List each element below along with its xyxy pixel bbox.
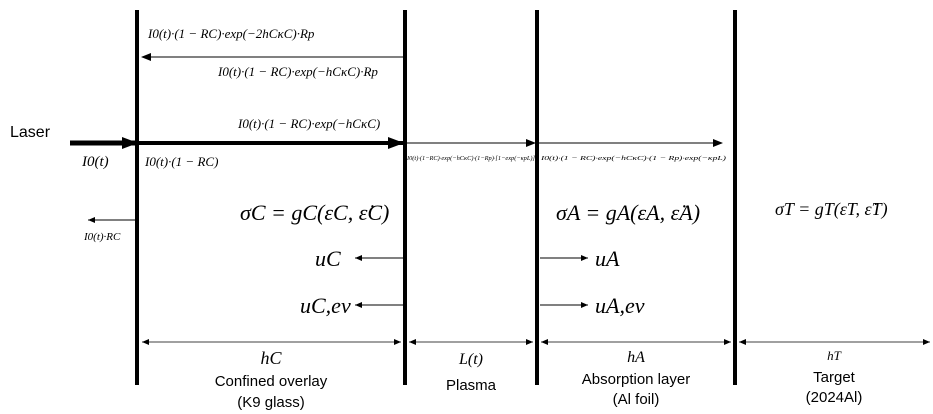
thickness-label: hA xyxy=(627,349,645,366)
region-name: Confined overlay xyxy=(215,373,328,390)
thickness-label: L(t) xyxy=(458,351,483,368)
region-name: Absorption layer xyxy=(582,371,690,388)
law-label: σT = gT(εT, ε̇T) xyxy=(775,199,888,220)
law-label: σA = gA(εA, ε̇A) xyxy=(556,200,700,225)
labels: Laser I0(t) I0(t)·(1 − RC) I0(t)·RC I0(t… xyxy=(10,26,888,411)
velocity-label: uA xyxy=(595,246,620,271)
region-name: Plasma xyxy=(446,377,497,394)
laser-label: Laser xyxy=(10,124,51,141)
beam-label: I0(t)·(1 − RC)·exp(−hCκC)·Rp xyxy=(217,64,378,79)
beam-label: I0(t)·(1−RC)·exp(−hCκC)·(1−Rp)·[1−exp(−κ… xyxy=(406,155,535,162)
law-label: σC = gC(εC, ε̇C) xyxy=(240,200,389,225)
beam-label: I0(t)·(1 − RC) xyxy=(144,154,218,169)
region-material: (K9 glass) xyxy=(237,394,305,411)
velocity-label: uC,ev xyxy=(300,293,351,318)
beam-label: I0(t)·(1 − RC)·exp(−hCκC) xyxy=(237,116,380,131)
thickness-label: hT xyxy=(827,348,842,363)
velocity-label: uA,ev xyxy=(595,293,645,318)
region-name: Target xyxy=(813,369,856,386)
beam-label: I0(t)·RC xyxy=(83,231,121,243)
region-material: (2024Al) xyxy=(806,389,863,406)
velocity-label: uC xyxy=(315,246,341,271)
beam-arrows xyxy=(70,53,723,308)
beam-label: I0(t) xyxy=(81,154,109,170)
beam-label: I0(t)·(1 − RC)·exp(−hCκC)·(1 − Rp)·exp(−… xyxy=(540,155,726,162)
thickness-label: hC xyxy=(260,348,282,368)
region-material: (Al foil) xyxy=(613,391,660,408)
interfaces xyxy=(135,10,737,385)
beam-label: I0(t)·(1 − RC)·exp(−2hCκC)·Rp xyxy=(147,26,315,41)
